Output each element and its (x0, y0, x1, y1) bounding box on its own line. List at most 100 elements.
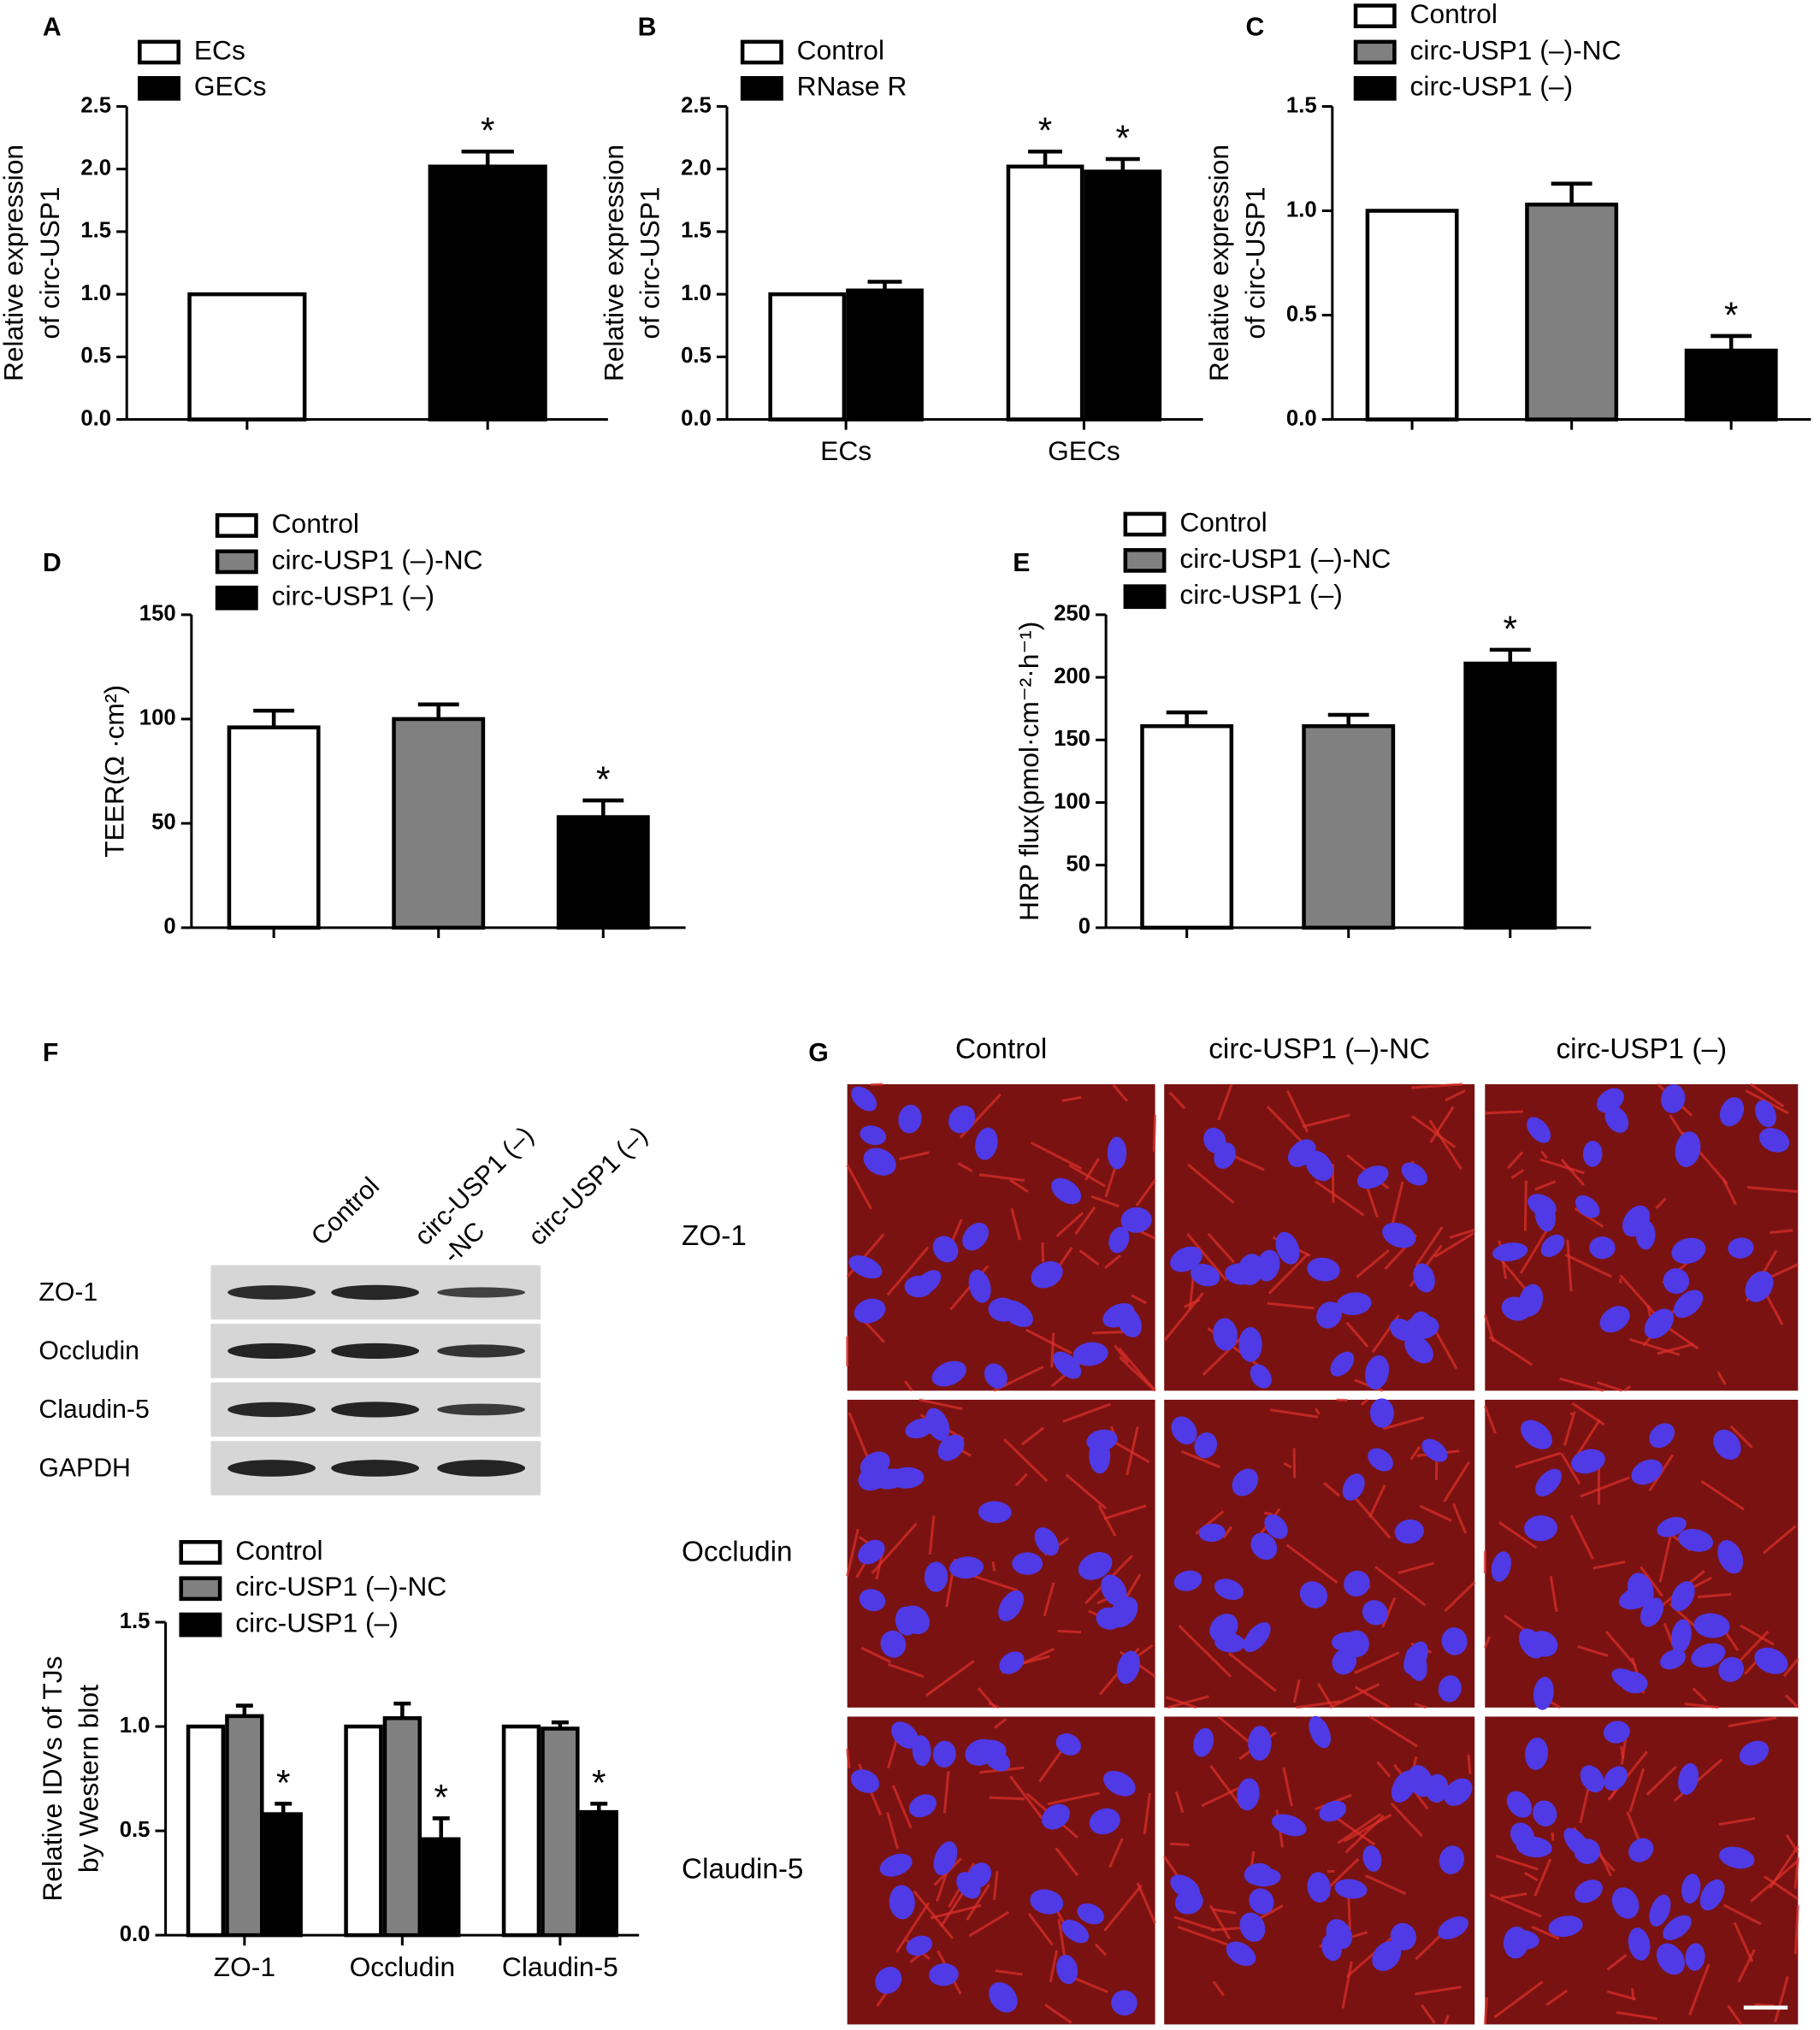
nucleus (932, 1740, 956, 1767)
significance-mark: * (1504, 609, 1517, 649)
nucleus (1116, 1306, 1142, 1337)
nucleus (1365, 1354, 1390, 1390)
nucleus (1548, 1915, 1583, 1938)
nucleus (1248, 1726, 1272, 1761)
y-tick-label: 0 (163, 915, 175, 939)
cell-border (1620, 1746, 1625, 1760)
cell-border (1623, 1384, 1632, 1392)
nucleus (1582, 1140, 1603, 1167)
nucleus (1640, 1597, 1664, 1627)
nucleus (1193, 1727, 1214, 1757)
cell-border (919, 1398, 963, 1411)
cell-border (1493, 1980, 1544, 2019)
nucleus (1362, 1845, 1382, 1872)
cell-border (1523, 1180, 1528, 1231)
nucleus (1368, 1448, 1393, 1472)
legend-label: GECs (194, 71, 267, 102)
cell-border (1655, 1197, 1667, 1209)
cell-border (1563, 1411, 1576, 1446)
blot-band (331, 1343, 420, 1360)
nucleus (898, 1104, 922, 1134)
cell-border (1365, 1874, 1407, 1896)
blot-row-label: Occludin (38, 1337, 139, 1365)
cell-border (1345, 1321, 1369, 1348)
cell-border (1697, 1593, 1732, 1599)
legend-swatch (179, 1576, 222, 1602)
nucleus (889, 1466, 925, 1489)
row-label: Occludin (682, 1537, 792, 1568)
nucleus (1332, 1632, 1360, 1652)
legend-swatch (1353, 3, 1397, 29)
legend-swatch (1353, 39, 1397, 65)
nucleus (1438, 1916, 1468, 1940)
nucleus (1671, 1237, 1706, 1264)
blot-band (437, 1460, 526, 1477)
cell-border (1409, 1446, 1421, 1461)
cell-border (1126, 1426, 1139, 1476)
y-tick-label: 0.5 (1286, 302, 1317, 326)
nucleus (1518, 1284, 1544, 1317)
nucleus (1670, 1581, 1695, 1612)
cell-border (1688, 1963, 1711, 2015)
legend-label: Control (272, 508, 359, 539)
legend-label: Control (1410, 0, 1498, 29)
nucleus (1061, 1920, 1090, 1944)
legend-swatch (215, 513, 258, 538)
cell-border (1445, 1089, 1466, 1102)
nucleus (1603, 1720, 1630, 1744)
cell-border (1580, 1476, 1630, 1498)
legend-swatch (179, 1612, 222, 1638)
nucleus (1575, 1195, 1600, 1219)
cell-border (1365, 1184, 1379, 1218)
nucleus (949, 1556, 984, 1579)
y-tick-label: 0.5 (120, 1818, 151, 1842)
nucleus (891, 1721, 919, 1750)
cell-border (1483, 1636, 1492, 1649)
nucleus (1316, 1301, 1342, 1329)
nucleus (1599, 1306, 1630, 1333)
nucleus (1173, 1570, 1202, 1591)
cell-border (1495, 1854, 1539, 1871)
nucleus (1213, 1318, 1238, 1351)
cell-border (1178, 1624, 1232, 1678)
cell-border (1629, 1337, 1681, 1356)
nucleus (1250, 1364, 1272, 1389)
cell-border (1684, 1702, 1719, 1709)
nucleus (1631, 1459, 1663, 1485)
nucleus (1336, 1292, 1372, 1316)
cell-border (1510, 1168, 1525, 1179)
bar (1365, 209, 1459, 422)
cell-border (1500, 1892, 1528, 1900)
nucleus (1678, 1528, 1714, 1552)
cell-border (1374, 1566, 1427, 1607)
cell-border (1507, 1151, 1524, 1170)
cell-border (925, 1660, 975, 1697)
cell-border (1211, 1926, 1244, 1932)
cell-border (1727, 2004, 1743, 2026)
bar (422, 1837, 461, 1938)
cell-border (1749, 1083, 1785, 1108)
cell-border (1432, 1325, 1458, 1370)
nucleus (1685, 1943, 1705, 1971)
significance-mark: * (1116, 118, 1130, 158)
bar (1463, 661, 1557, 930)
nucleus (1256, 1249, 1280, 1282)
nucleus (1758, 1128, 1790, 1153)
nucleus (1307, 1257, 1340, 1282)
y-tick-label: 2.0 (681, 156, 712, 180)
cell-border (1628, 1767, 1646, 1813)
cell-border (1606, 1954, 1628, 1971)
nucleus (1391, 1770, 1417, 1803)
cell-border (848, 1412, 871, 1462)
cell-border (1341, 1961, 1353, 2009)
cell-border (1014, 1472, 1028, 1487)
blot-band (331, 1402, 420, 1418)
cell-border (1646, 1765, 1677, 1796)
cell-border (1055, 1847, 1079, 1877)
legend-label: circ-USP1 (–) (235, 1608, 399, 1638)
cell-border (1534, 1180, 1557, 1191)
nucleus (1528, 1631, 1558, 1657)
bar (227, 725, 321, 930)
nucleus (1170, 1246, 1202, 1272)
nucleus (1237, 1778, 1260, 1811)
